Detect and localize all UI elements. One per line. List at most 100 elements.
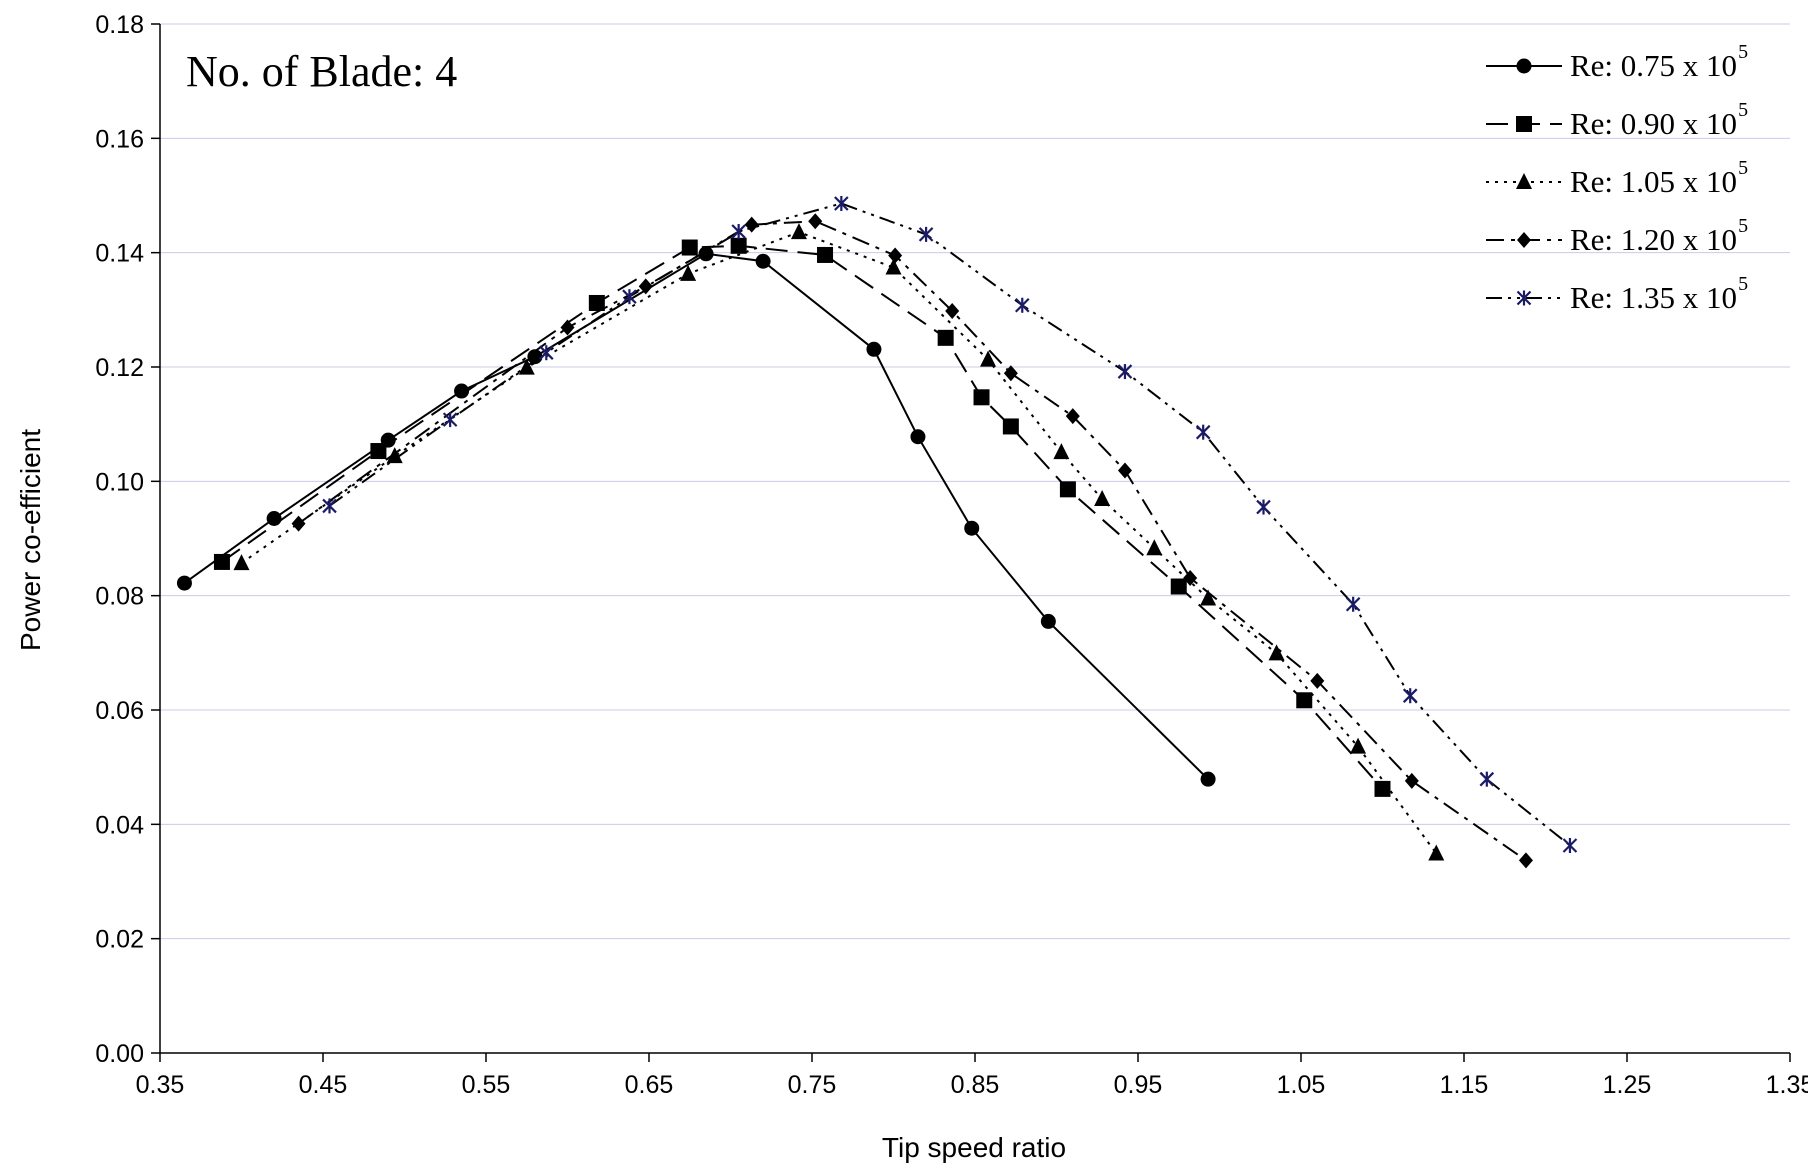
x-tick-label: 1.05: [1277, 1071, 1326, 1099]
y-tick-label: 0.16: [95, 125, 144, 153]
data-point: [1117, 462, 1132, 479]
data-point: [322, 498, 337, 514]
series-2: [213, 237, 1391, 797]
series-3: [233, 223, 1445, 861]
data-point: [1268, 644, 1285, 661]
data-point: [1374, 780, 1391, 797]
x-tick-label: 1.25: [1603, 1071, 1652, 1099]
data-point: [1065, 408, 1080, 425]
data-point: [910, 429, 926, 445]
legend-marker: [1516, 116, 1532, 132]
legend-marker: [1516, 173, 1532, 189]
data-point: [973, 389, 990, 406]
data-point: [681, 239, 698, 256]
legend-item: Re: 1.20 x 10 5: [1486, 215, 1748, 257]
x-axis-title: Tip speed ratio: [882, 1132, 1066, 1163]
x-tick-label: 0.35: [136, 1071, 185, 1099]
series-line: [221, 244, 1384, 790]
series-4: [291, 213, 1533, 869]
legend-marker: [1516, 58, 1532, 74]
data-point: [1003, 365, 1018, 382]
data-point: [1402, 688, 1418, 704]
y-tick-label: 0.10: [95, 468, 144, 496]
y-tick-label: 0.06: [95, 697, 144, 725]
data-point: [233, 554, 250, 571]
y-tick-label: 0.14: [95, 240, 144, 268]
data-point: [1117, 364, 1133, 380]
data-point: [744, 216, 759, 233]
y-tick-labels: 0.00 0.02 0.04 0.06 0.08 0.10 0.12 0.14 0.16 0.18: [95, 11, 144, 1068]
x-tick-label: 1.15: [1440, 1071, 1489, 1099]
series-group: [176, 196, 1578, 869]
data-point: [980, 350, 997, 367]
legend-exponent: 5: [1738, 99, 1748, 121]
data-point: [808, 213, 823, 230]
y-tick-label: 0.12: [95, 354, 144, 382]
data-point: [1350, 737, 1367, 754]
data-point: [370, 443, 387, 460]
data-point: [622, 289, 637, 305]
y-tick-label: 0.00: [95, 1040, 144, 1068]
data-point: [1518, 852, 1533, 869]
legend-label: Re: 1.20 x 10: [1570, 222, 1737, 257]
series-line: [240, 231, 1438, 855]
y-tick-label: 0.18: [95, 11, 144, 39]
data-point: [1479, 771, 1495, 787]
data-point: [1146, 539, 1163, 556]
x-tick-label: 1.35: [1766, 1071, 1808, 1099]
legend-exponent: 5: [1738, 41, 1748, 63]
legend-item: Re: 1.05 x 10 5: [1486, 157, 1748, 199]
data-point: [1345, 596, 1361, 612]
series-line: [183, 252, 1209, 780]
data-point: [1428, 844, 1445, 861]
data-point: [1183, 569, 1198, 586]
data-point: [1014, 297, 1030, 313]
legend-label: Re: 0.75 x 10: [1570, 48, 1737, 83]
data-point: [386, 447, 403, 464]
legend-label: Re: 1.35 x 10: [1570, 280, 1737, 315]
legend-item: Re: 1.35 x 10 5: [1486, 273, 1748, 315]
legend-marker: [1516, 290, 1532, 306]
data-point: [1310, 672, 1325, 689]
legend-exponent: 5: [1738, 157, 1748, 179]
data-point: [834, 196, 849, 212]
data-point: [755, 253, 771, 269]
data-point: [964, 520, 980, 536]
data-point: [176, 575, 192, 591]
legend-exponent: 5: [1738, 215, 1748, 237]
data-point: [213, 553, 230, 570]
gridlines: [160, 23, 1790, 940]
y-tick-label: 0.08: [95, 583, 144, 611]
series-1: [176, 246, 1216, 787]
data-point: [1094, 490, 1111, 507]
data-point: [1200, 589, 1217, 606]
x-tick-label: 0.45: [299, 1071, 348, 1099]
data-point: [1195, 424, 1211, 440]
x-tick-label: 0.75: [788, 1071, 837, 1099]
data-point: [1200, 771, 1216, 787]
data-point: [937, 329, 954, 346]
data-point: [866, 341, 882, 357]
data-point: [817, 246, 834, 263]
data-point: [539, 345, 554, 361]
data-point: [1002, 418, 1019, 435]
chart-annotation: No. of Blade: 4: [186, 47, 457, 96]
data-point: [680, 264, 697, 281]
legend: Re: 0.75 x 10 5Re: 0.90 x 10 5Re: 1.05 x 1…: [1486, 41, 1748, 315]
legend-item: Re: 0.75 x 10 5: [1486, 41, 1748, 83]
x-tick-label: 0.85: [951, 1071, 1000, 1099]
data-point: [790, 223, 807, 240]
y-tick-label: 0.02: [95, 926, 144, 954]
data-point: [442, 412, 458, 428]
data-point: [918, 226, 934, 242]
data-point: [1562, 837, 1578, 853]
data-point: [730, 237, 747, 254]
x-tick-label: 0.65: [625, 1071, 674, 1099]
axes: [151, 23, 1791, 1062]
data-point: [1059, 481, 1076, 498]
data-point: [1040, 613, 1056, 629]
y-axis-title: Power co-efficient: [15, 429, 46, 651]
x-tick-labels: 0.35 0.45 0.55 0.65 0.75 0.85 0.95 1.05 1.15 1.25…: [136, 1071, 1808, 1099]
series-5: [322, 196, 1578, 853]
